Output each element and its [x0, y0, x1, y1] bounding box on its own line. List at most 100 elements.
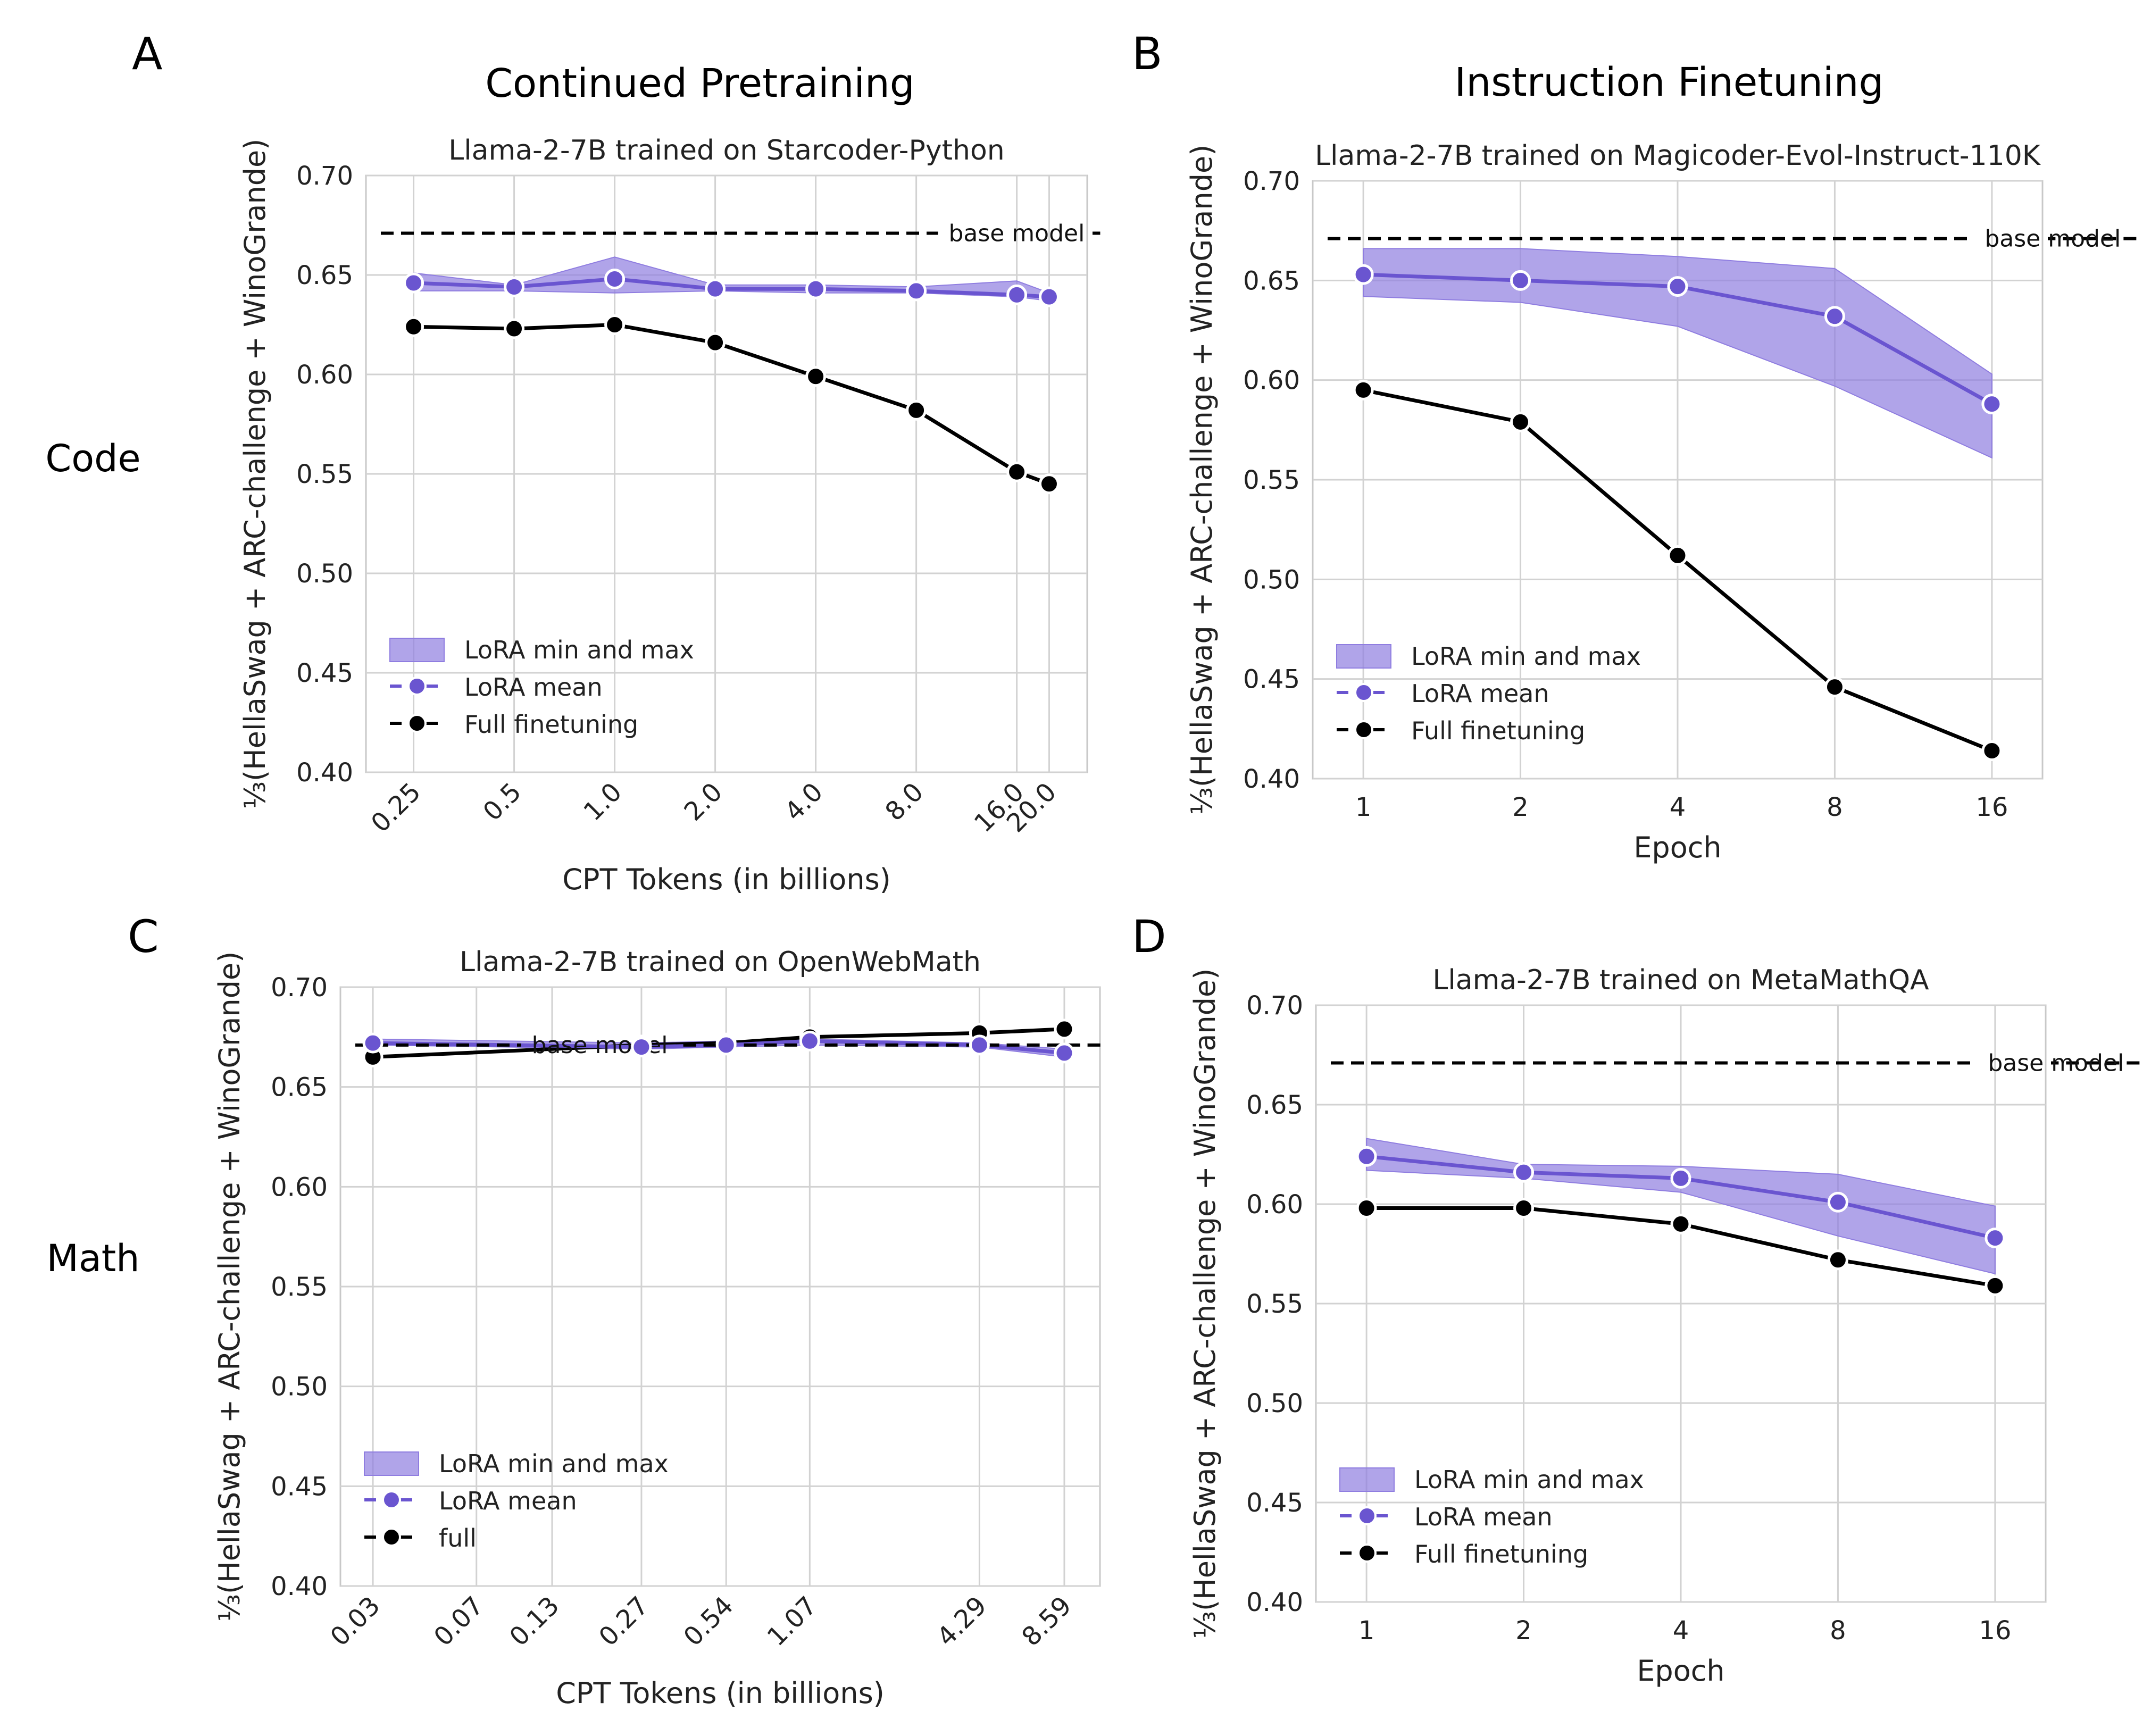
lora-mean-point	[715, 1034, 737, 1056]
y-axis-label: ⅓(HellaSwag + ARC-challenge + WinoGrande…	[238, 139, 272, 809]
x-tick-label: 2	[1515, 1616, 1532, 1646]
lora-mean-point	[906, 280, 927, 302]
legend-label: LoRA min and max	[464, 636, 694, 664]
legend-lora-mean-swatch-marker	[1354, 683, 1373, 702]
x-tick-label: 0.25	[365, 777, 427, 838]
y-tick-label: 0.50	[1246, 1389, 1303, 1418]
lora-mean-point	[1981, 394, 2003, 415]
full-finetuning-point	[1824, 677, 1845, 698]
lora-mean-point	[1054, 1042, 1075, 1064]
lora-mean-point	[805, 278, 827, 299]
chart-panel-d: 0.40 0.45 0.50 0.55 0.60 0.65 0.70 1 2 4 8 16 Llama-…	[1188, 964, 2140, 1688]
y-tick-label: 0.70	[1246, 991, 1303, 1021]
lora-mean-point	[604, 268, 626, 289]
legend-band-swatch	[1336, 644, 1391, 669]
lora-mean-point	[631, 1037, 652, 1058]
y-axis-label: ⅓(HellaSwag + ARC-challenge + WinoGrande…	[1188, 969, 1222, 1639]
plot-title: Llama-2-7B trained on Magicoder-Evol-Ins…	[1315, 140, 2041, 172]
x-axis-label: CPT Tokens (in billions)	[556, 1676, 885, 1710]
full-finetuning-point	[504, 318, 525, 339]
lora-mean-point	[799, 1030, 820, 1051]
y-tick-label: 0.50	[1243, 565, 1300, 595]
legend-label: LoRA mean	[1411, 679, 1549, 708]
lora-mean-point	[1670, 1167, 1691, 1189]
lora-mean-point	[1356, 1146, 1377, 1167]
full-finetuning-point	[1981, 740, 2003, 762]
legend-lora-mean-swatch-marker	[407, 677, 427, 696]
plot-title: Llama-2-7B trained on MetaMathQA	[1432, 964, 1929, 996]
legend-band-swatch	[1339, 1467, 1395, 1492]
full-finetuning-line	[413, 322, 1050, 486]
x-tick-label: 2.0	[678, 777, 728, 827]
full-finetuning-point	[1985, 1275, 2006, 1296]
x-tick-label: 1.0	[578, 777, 628, 827]
y-tick-label: 0.40	[271, 1572, 328, 1601]
y-tick-label: 0.45	[271, 1472, 328, 1501]
full-finetuning-point	[403, 316, 424, 337]
panel-label-d: D	[1132, 911, 1166, 963]
y-tick-label: 0.65	[271, 1073, 328, 1103]
y-tick-label: 0.55	[1243, 465, 1300, 495]
x-tick-label: 0.27	[593, 1591, 654, 1652]
y-tick-label: 0.55	[1246, 1289, 1303, 1319]
legend-label: LoRA min and max	[1414, 1465, 1644, 1494]
legend-label: LoRA mean	[439, 1487, 577, 1515]
lora-min-max-band	[1363, 248, 1992, 459]
base-model-label: base model	[1988, 1049, 2124, 1076]
full-finetuning-point	[1054, 1019, 1075, 1040]
full-finetuning-point	[1670, 1213, 1691, 1234]
y-axis-label: ⅓(HellaSwag + ARC-challenge + WinoGrande…	[1185, 145, 1219, 815]
row-label-code: Code	[45, 437, 140, 480]
chart-panel-c: 0.40 0.45 0.50 0.55 0.60 0.65 0.70 0.03 0.07 0.13…	[213, 946, 1105, 1710]
x-tick-label: 1	[1355, 792, 1372, 822]
full-finetuning-point	[1353, 379, 1374, 400]
x-tick-label: 4.0	[779, 777, 829, 827]
full-finetuning-point	[1513, 1197, 1535, 1218]
full-finetuning-point	[1356, 1197, 1377, 1218]
y-tick-label: 0.55	[296, 460, 353, 489]
y-tick-label: 0.65	[1246, 1090, 1303, 1120]
legend-full-swatch-marker	[1357, 1543, 1377, 1563]
lora-mean-point	[969, 1034, 990, 1056]
plot-title: Llama-2-7B trained on OpenWebMath	[460, 946, 981, 978]
base-model-label: base model	[948, 220, 1085, 247]
legend-label: LoRA mean	[1414, 1503, 1553, 1531]
full-finetuning-point	[1510, 411, 1531, 432]
legend-full-swatch-marker	[1354, 720, 1373, 739]
legend-full-swatch-marker	[407, 714, 427, 733]
x-axis-label: Epoch	[1637, 1654, 1724, 1688]
x-tick-label: 0.54	[678, 1591, 739, 1652]
legend-label: Full finetuning	[1411, 716, 1585, 745]
full-finetuning-point	[1667, 545, 1688, 566]
x-tick-label: 1	[1358, 1616, 1375, 1646]
lora-mean-point	[1667, 276, 1688, 297]
column-title-continued-pretraining: Continued Pretraining	[485, 61, 915, 106]
y-tick-label: 0.45	[1243, 665, 1300, 695]
full-finetuning-point	[1827, 1249, 1848, 1271]
x-axis-label: Epoch	[1633, 831, 1721, 864]
y-tick-label: 0.45	[1246, 1488, 1303, 1518]
lora-mean-line	[413, 277, 1049, 299]
full-finetuning-point	[1006, 461, 1028, 482]
y-tick-label: 0.65	[296, 261, 353, 290]
panel-label-a: A	[132, 28, 162, 80]
chart-panel-a: 0.40 0.45 0.50 0.55 0.60 0.65 0.70 0.25 0.5 1.0 2.…	[238, 135, 1100, 896]
legend-full-swatch-marker	[382, 1528, 401, 1547]
x-axis-label: CPT Tokens (in billions)	[562, 863, 891, 896]
x-tick-label: 4	[1670, 792, 1686, 822]
lora-mean-point	[1038, 286, 1060, 307]
y-tick-label: 0.40	[1246, 1588, 1303, 1617]
x-tick-label: 0.13	[504, 1591, 565, 1652]
x-tick-label: 8.59	[1016, 1591, 1077, 1652]
x-tick-label: 16	[1975, 792, 2008, 822]
y-tick-label: 0.60	[271, 1172, 328, 1202]
full-finetuning-point	[1038, 473, 1060, 495]
y-tick-label: 0.70	[296, 161, 353, 191]
y-tick-label: 0.45	[296, 658, 353, 688]
y-tick-label: 0.50	[296, 559, 353, 589]
x-tick-label: 2	[1512, 792, 1529, 822]
chart-panel-b: 0.40 0.45 0.50 0.55 0.60 0.65 0.70 1 2 4 8 16 Llama-…	[1185, 140, 2137, 864]
y-tick-label: 0.60	[1243, 366, 1300, 396]
lora-mean-point	[1827, 1191, 1848, 1213]
